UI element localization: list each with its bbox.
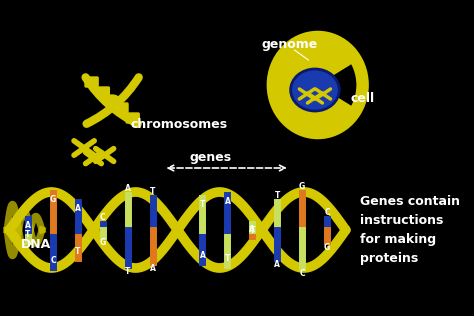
Text: A: A: [200, 251, 205, 260]
Text: G: G: [100, 238, 106, 247]
Text: Genes contain
instructions
for making
proteins: Genes contain instructions for making pr…: [360, 195, 460, 265]
Text: T: T: [125, 267, 130, 276]
Ellipse shape: [291, 69, 339, 111]
Text: C: C: [100, 213, 106, 222]
Text: G: G: [324, 243, 330, 252]
Text: T: T: [75, 247, 81, 257]
Text: T: T: [250, 226, 255, 235]
Text: C: C: [324, 208, 330, 217]
Text: genes: genes: [189, 151, 231, 164]
Text: cell: cell: [350, 92, 374, 105]
Text: DNA: DNA: [20, 238, 51, 251]
Text: chromosomes: chromosomes: [131, 118, 228, 131]
Text: A: A: [75, 204, 81, 213]
Text: T: T: [25, 230, 31, 239]
Text: A: A: [25, 221, 31, 230]
Text: A: A: [249, 225, 255, 234]
Text: G: G: [299, 182, 305, 191]
FancyBboxPatch shape: [85, 77, 98, 87]
Text: genome: genome: [262, 38, 318, 51]
Text: G: G: [50, 195, 56, 204]
Ellipse shape: [105, 95, 119, 105]
Text: T: T: [225, 254, 230, 263]
Text: A: A: [225, 198, 230, 206]
Text: C: C: [50, 256, 56, 264]
Text: T: T: [150, 187, 155, 196]
Wedge shape: [277, 41, 353, 129]
Text: T: T: [274, 191, 280, 199]
Text: A: A: [125, 184, 131, 193]
FancyBboxPatch shape: [115, 103, 128, 113]
Text: T: T: [200, 200, 205, 209]
FancyBboxPatch shape: [126, 113, 139, 123]
Text: A: A: [150, 264, 155, 273]
Text: A: A: [274, 260, 280, 270]
FancyBboxPatch shape: [96, 87, 109, 97]
Text: C: C: [300, 269, 305, 277]
